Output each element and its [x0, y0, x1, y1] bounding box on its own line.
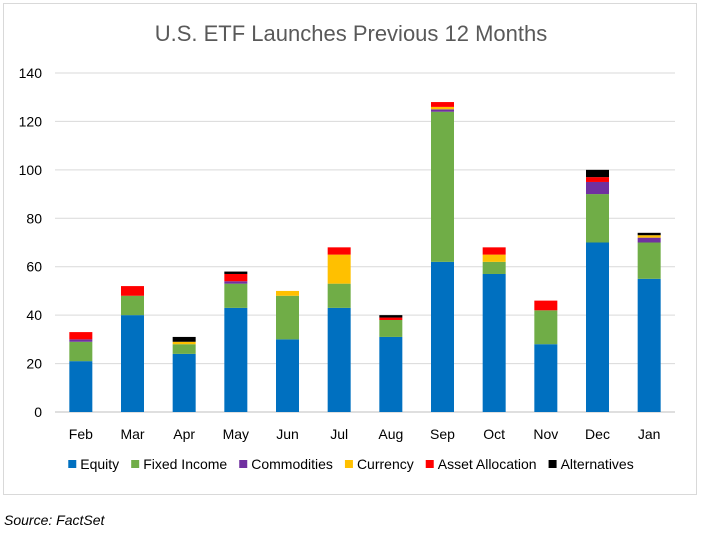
bar-segment-commodities: [637, 237, 661, 243]
legend-swatch: [131, 460, 140, 468]
legend-label: Alternatives: [561, 456, 634, 472]
bar-segment-equity: [534, 344, 558, 412]
bar-segment-equity: [379, 336, 403, 412]
y-tick-label: 80: [26, 210, 42, 226]
bar-segment-equity: [431, 261, 454, 412]
bar-segment-equity: [327, 307, 351, 412]
bar-segment-asset-allocation: [379, 317, 403, 320]
x-tick-label: May: [223, 426, 249, 442]
x-tick-label: Oct: [483, 426, 505, 442]
source-note: Source: FactSet: [4, 512, 105, 528]
legend-label: Equity: [80, 456, 119, 472]
bar-segment-equity: [482, 273, 506, 412]
y-tick-label: 60: [26, 259, 42, 275]
bar-segment-asset-allocation: [534, 300, 558, 311]
bar-segment-fixed-income: [327, 283, 351, 308]
x-tick-label: Sep: [430, 426, 455, 442]
legend-label: Fixed Income: [143, 456, 227, 472]
bar-segment-fixed-income: [431, 111, 454, 262]
legend-swatch: [239, 460, 248, 468]
legend-item: Equity: [68, 456, 119, 472]
bar-segment-asset-allocation: [224, 273, 248, 282]
chart-title: U.S. ETF Launches Previous 12 Months: [155, 21, 548, 46]
chart-frame: U.S. ETF Launches Previous 12 Months 0 20…: [3, 3, 697, 495]
etf-launches-chart: U.S. ETF Launches Previous 12 Months 0 20…: [19, 21, 675, 472]
x-tick-label: Nov: [533, 426, 558, 442]
bar-segment-commodities: [586, 181, 609, 195]
bar-segment-commodities: [224, 281, 248, 284]
bar-segment-equity: [586, 242, 609, 412]
bar-segment-alternatives: [224, 271, 248, 274]
bar-segment-fixed-income: [224, 283, 248, 308]
legend-item: Commodities: [239, 456, 333, 472]
bar-segment-fixed-income: [637, 242, 661, 279]
y-tick-label: 140: [19, 65, 43, 81]
bar-segment-equity: [276, 339, 299, 412]
legend-item: Asset Allocation: [425, 456, 537, 472]
legend-item: Alternatives: [548, 456, 634, 472]
legend-label: Asset Allocation: [438, 456, 537, 472]
y-tick-label: 0: [34, 404, 42, 420]
x-tick-label: Mar: [120, 426, 144, 442]
bar-segment-fixed-income: [586, 194, 609, 243]
bar-segment-currency: [482, 254, 506, 262]
bar-segment-commodities: [69, 339, 93, 342]
y-tick-label: 120: [19, 113, 43, 129]
y-tick-label: 100: [19, 162, 43, 178]
x-tick-label: Aug: [378, 426, 403, 442]
legend-swatch: [344, 460, 353, 468]
bar-segment-currency: [172, 341, 196, 345]
bar-segment-currency: [431, 106, 454, 110]
bar-segment-fixed-income: [172, 344, 196, 354]
x-axis: Feb Mar Apr May Jun Jul Aug Sep Oct Nov Dec Jan: [69, 426, 661, 442]
bar-segment-equity: [172, 353, 196, 412]
bar-segment-fixed-income: [379, 319, 403, 337]
bar-segment-fixed-income: [69, 341, 93, 362]
x-tick-label: Apr: [173, 426, 195, 442]
legend-label: Commodities: [251, 456, 333, 472]
bar-segment-equity: [121, 315, 144, 412]
x-tick-label: Dec: [585, 426, 610, 442]
bar-segment-asset-allocation: [327, 247, 351, 255]
bar-segment-asset-allocation: [482, 247, 506, 255]
bar-segment-alternatives: [172, 336, 196, 342]
bar-segment-fixed-income: [276, 295, 299, 340]
bar-segment-fixed-income: [482, 261, 506, 274]
bar-segment-asset-allocation: [121, 286, 144, 296]
legend-swatch: [425, 460, 434, 468]
bar-segment-alternatives: [379, 315, 403, 318]
bar-segment-asset-allocation: [69, 332, 93, 340]
bar-segment-commodities: [431, 109, 454, 112]
bar-segment-alternatives: [586, 169, 609, 178]
bar-segment-fixed-income: [121, 295, 144, 316]
legend-item: Currency: [344, 456, 414, 472]
gridlines: [55, 72, 675, 413]
legend-item: Fixed Income: [131, 456, 227, 472]
bar-segment-equity: [69, 361, 93, 412]
bars: [69, 102, 661, 412]
bar-segment-currency: [637, 235, 661, 238]
bar-segment-equity: [637, 278, 661, 412]
bar-segment-currency: [327, 254, 351, 284]
x-tick-label: Jul: [330, 426, 348, 442]
bar-segment-equity: [224, 307, 248, 412]
bar-segment-asset-allocation: [586, 177, 609, 182]
y-axis: 0 20 40 60 80 100 120 140: [19, 65, 43, 420]
legend-swatch: [548, 460, 557, 468]
y-tick-label: 20: [26, 356, 42, 372]
bar-segment-fixed-income: [534, 310, 558, 345]
bar-segment-alternatives: [637, 232, 661, 236]
x-tick-label: Feb: [69, 426, 93, 442]
legend-swatch: [68, 460, 77, 468]
y-tick-label: 40: [26, 307, 42, 323]
bar-segment-currency: [276, 290, 299, 296]
legend: Equity Fixed Income Commodities Currency Ass…: [68, 456, 634, 472]
x-tick-label: Jun: [276, 426, 299, 442]
bar-segment-asset-allocation: [431, 102, 454, 107]
x-tick-label: Jan: [638, 426, 661, 442]
legend-label: Currency: [357, 456, 414, 472]
